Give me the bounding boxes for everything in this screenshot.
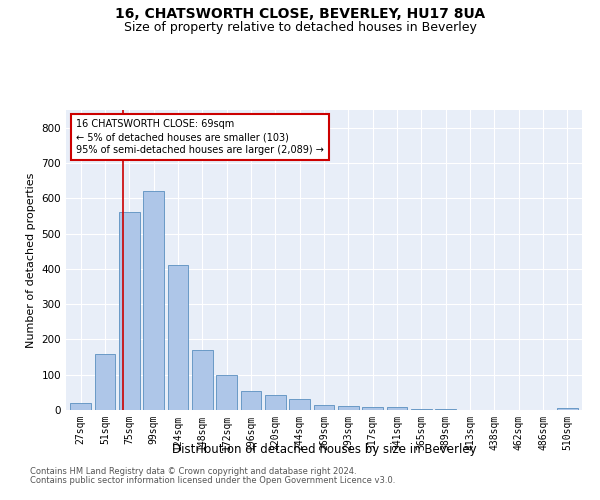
Text: 16, CHATSWORTH CLOSE, BEVERLEY, HU17 8UA: 16, CHATSWORTH CLOSE, BEVERLEY, HU17 8UA — [115, 8, 485, 22]
Bar — [314, 404, 334, 410]
Y-axis label: Number of detached properties: Number of detached properties — [26, 172, 36, 348]
Bar — [241, 390, 262, 410]
Bar — [95, 354, 115, 410]
Text: Contains public sector information licensed under the Open Government Licence v3: Contains public sector information licen… — [30, 476, 395, 485]
Bar — [192, 350, 212, 410]
Bar — [265, 395, 286, 410]
Bar — [143, 191, 164, 410]
Bar — [167, 266, 188, 410]
Text: 16 CHATSWORTH CLOSE: 69sqm
← 5% of detached houses are smaller (103)
95% of semi: 16 CHATSWORTH CLOSE: 69sqm ← 5% of detac… — [76, 119, 324, 156]
Bar — [119, 212, 140, 410]
Bar — [557, 408, 578, 410]
Bar — [338, 406, 359, 410]
Text: Distribution of detached houses by size in Beverley: Distribution of detached houses by size … — [172, 442, 476, 456]
Bar — [216, 374, 237, 410]
Text: Size of property relative to detached houses in Beverley: Size of property relative to detached ho… — [124, 21, 476, 34]
Text: Contains HM Land Registry data © Crown copyright and database right 2024.: Contains HM Land Registry data © Crown c… — [30, 467, 356, 476]
Bar — [362, 407, 383, 410]
Bar — [289, 398, 310, 410]
Bar — [386, 407, 407, 410]
Bar — [70, 403, 91, 410]
